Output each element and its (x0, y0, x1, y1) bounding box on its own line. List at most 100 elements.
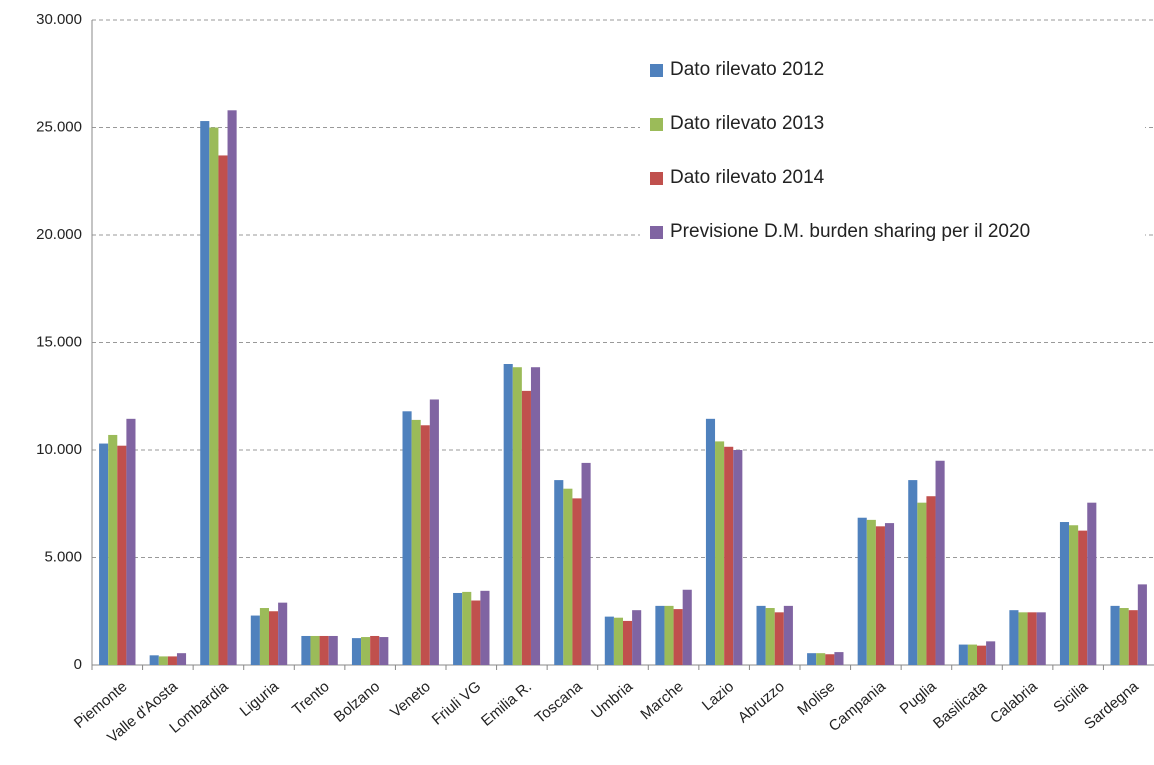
bar (471, 600, 481, 665)
bar (554, 480, 564, 665)
bar (503, 364, 513, 665)
bar (1027, 612, 1037, 665)
bar (756, 605, 766, 665)
x-tick-label: Marche (637, 678, 686, 723)
x-tick-label: Sardegna (1081, 678, 1142, 733)
bar (1036, 612, 1046, 665)
bar (604, 616, 614, 665)
bar (655, 605, 665, 665)
bar (715, 441, 725, 665)
y-tick-label: 0 (74, 656, 82, 673)
bar (227, 110, 237, 666)
x-tick-label: Friuli VG (429, 678, 485, 729)
y-tick-label: 20.000 (36, 226, 82, 243)
bar (429, 399, 439, 665)
bar (411, 419, 421, 665)
legend-swatch (650, 226, 663, 239)
bar (1018, 612, 1028, 665)
bar (200, 121, 210, 666)
bar (664, 605, 674, 665)
x-tick-label: Liguria (237, 678, 283, 720)
bar (958, 644, 968, 665)
bar (259, 608, 269, 665)
bar (623, 620, 633, 665)
bar (632, 610, 642, 665)
legend: Dato rilevato 2012 Dato rilevato 2013 Dato… (640, 42, 1145, 257)
bar (733, 450, 743, 665)
bar (402, 411, 412, 665)
bar (176, 653, 187, 665)
bar (117, 445, 127, 665)
bar (149, 655, 159, 665)
bar (167, 656, 177, 665)
x-tick-label: Bolzano (331, 678, 383, 726)
bar (512, 367, 522, 665)
bar (319, 635, 329, 665)
bar (158, 656, 168, 665)
x-tick-label: Umbria (588, 678, 636, 723)
bar (1059, 522, 1070, 665)
bar (807, 653, 817, 665)
bar (328, 635, 338, 665)
bar (834, 652, 844, 665)
y-tick-label: 15.000 (36, 333, 82, 350)
bar (1119, 608, 1129, 665)
bar (967, 644, 977, 665)
bar (453, 592, 463, 665)
y-tick-label: 5.000 (44, 548, 82, 565)
bar (977, 645, 987, 665)
x-tick-label: Puglia (897, 678, 940, 718)
bar (875, 526, 885, 665)
bar (126, 418, 136, 665)
x-tick-label: Campania (826, 678, 890, 735)
bar (480, 590, 490, 665)
bar (250, 615, 260, 665)
bar (1078, 530, 1088, 665)
bar (462, 591, 472, 665)
y-tick-label: 10.000 (36, 441, 82, 458)
bar (866, 519, 876, 665)
bar (825, 654, 835, 665)
bar (269, 611, 279, 665)
bar (613, 617, 623, 665)
x-tick-label: Toscana (532, 678, 586, 727)
x-tick-label: Molise (794, 678, 838, 719)
bar (521, 390, 531, 665)
x-tick-label: Calabria (987, 678, 1041, 727)
bar (370, 635, 380, 665)
bar (884, 523, 895, 665)
bar (108, 434, 118, 665)
bar (1087, 502, 1097, 665)
bar (1137, 584, 1147, 665)
bar (1128, 610, 1138, 665)
y-tick-label: 30.000 (36, 11, 82, 28)
x-tick-label: Abruzzo (735, 678, 788, 726)
bar (926, 496, 936, 665)
bar (310, 635, 320, 665)
x-tick-label: Sicilia (1050, 678, 1091, 717)
bar (1009, 610, 1019, 665)
legend-label: Dato rilevato 2014 (670, 167, 825, 188)
bar (1069, 525, 1079, 665)
bar (581, 462, 591, 665)
bar (908, 480, 918, 665)
legend-label: Previsione D.M. burden sharing per il 20… (670, 221, 1030, 242)
bar (563, 488, 573, 665)
x-tick-label: Basilicata (930, 678, 991, 733)
bar (218, 155, 228, 665)
legend-label: Dato rilevato 2013 (670, 113, 824, 134)
legend-swatch (650, 64, 663, 77)
bar (301, 635, 311, 665)
x-tick-label: Veneto (387, 678, 434, 721)
legend-swatch (650, 118, 663, 131)
bar (986, 641, 996, 665)
bar (379, 637, 389, 665)
bar (917, 502, 927, 665)
bar (278, 602, 288, 665)
bar (99, 443, 109, 665)
x-tick-label: Trento (289, 678, 333, 719)
bar (420, 425, 430, 665)
bar (774, 612, 784, 665)
bar (351, 638, 362, 665)
